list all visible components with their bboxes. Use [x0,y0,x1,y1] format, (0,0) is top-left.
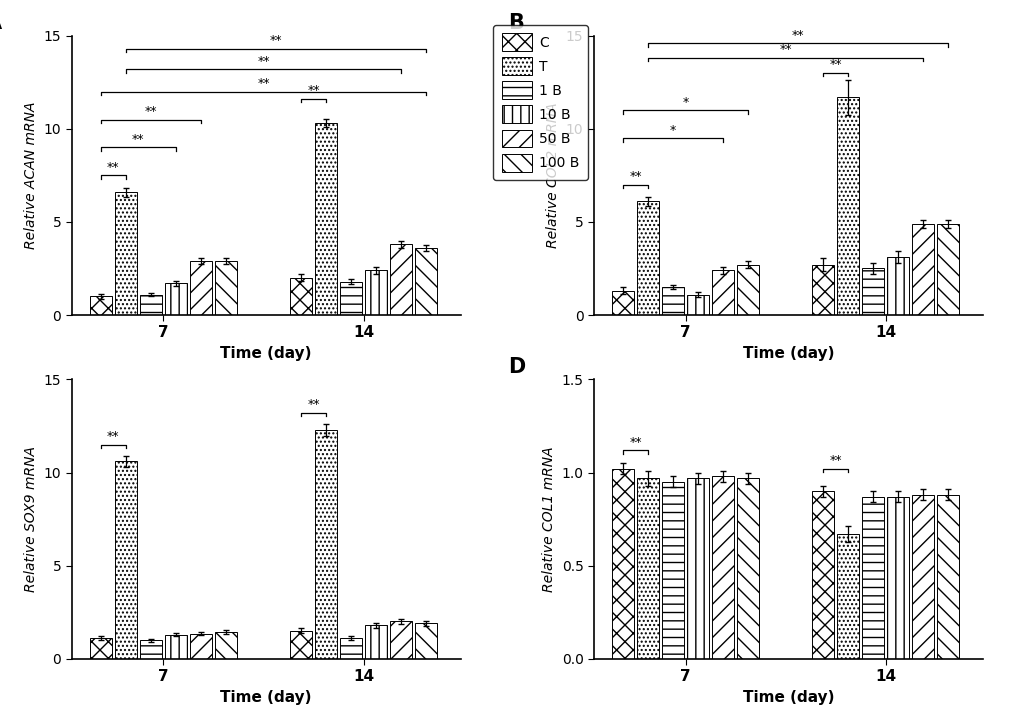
X-axis label: Time (day): Time (day) [220,346,312,361]
Bar [189,261,212,315]
Bar [812,491,835,659]
X-axis label: Time (day): Time (day) [220,690,312,705]
Text: D: D [508,357,525,377]
Bar [290,278,312,315]
Bar [165,634,187,659]
Bar [90,638,112,659]
Bar [937,224,959,315]
Bar [838,534,859,659]
Text: **: ** [257,54,269,67]
Text: B: B [508,14,524,34]
Bar [215,632,237,659]
Bar [838,97,859,315]
Y-axis label: Relative COL2 mRNA: Relative COL2 mRNA [547,102,560,248]
Bar [712,271,734,315]
Bar [862,268,885,315]
Text: **: ** [307,84,319,97]
Text: **: ** [829,59,842,72]
Bar [340,281,362,315]
Text: **: ** [132,133,144,146]
Text: **: ** [630,170,642,183]
Bar [637,478,659,659]
Bar [887,497,909,659]
Bar [189,634,212,659]
Bar [90,296,112,315]
Bar [365,625,387,659]
Bar [340,638,362,659]
Text: **: ** [792,29,805,42]
Bar [912,224,934,315]
Bar [315,123,337,315]
Bar [415,624,437,659]
Bar [215,261,237,315]
Bar [415,248,437,315]
Y-axis label: Relative SOX9 mRNA: Relative SOX9 mRNA [25,446,38,592]
Bar [687,478,710,659]
Bar [663,482,684,659]
Text: **: ** [829,454,842,467]
Bar [887,257,909,315]
Text: *: * [683,96,689,109]
Bar [912,495,934,659]
Bar [862,497,885,659]
Text: *: * [670,124,676,137]
Bar [115,461,137,659]
Text: **: ** [630,435,642,448]
Legend: C, T, 1 B, 10 B, 50 B, 100 B: C, T, 1 B, 10 B, 50 B, 100 B [494,25,588,180]
Text: **: ** [144,105,157,118]
Bar [737,265,759,315]
Bar [315,430,337,659]
Text: **: ** [269,34,283,47]
Bar [612,291,634,315]
Bar [165,284,187,315]
X-axis label: Time (day): Time (day) [742,690,835,705]
Text: **: ** [307,398,319,411]
Bar [390,244,412,315]
Text: **: ** [779,44,792,57]
Bar [637,201,659,315]
Bar [365,271,387,315]
X-axis label: Time (day): Time (day) [742,346,835,361]
Bar [712,476,734,659]
Text: C: C [0,357,1,377]
Bar [140,640,162,659]
Y-axis label: Relative ACAN mRNA: Relative ACAN mRNA [25,102,38,249]
Bar [687,294,710,315]
Bar [390,621,412,659]
Bar [737,478,759,659]
Text: **: ** [108,430,120,443]
Text: **: ** [257,77,269,90]
Bar [140,294,162,315]
Bar [812,265,835,315]
Bar [115,192,137,315]
Text: A: A [0,14,2,34]
Text: **: ** [108,161,120,174]
Bar [290,631,312,659]
Bar [663,287,684,315]
Bar [937,495,959,659]
Bar [612,469,634,659]
Y-axis label: Relative COL1 mRNA: Relative COL1 mRNA [542,446,556,592]
